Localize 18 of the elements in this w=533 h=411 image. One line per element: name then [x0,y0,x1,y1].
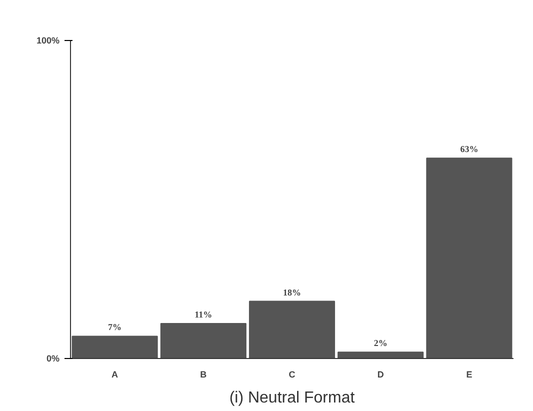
data-label: 2% [374,338,388,348]
x-tick-label: B [200,370,208,380]
y-tick-label: 100% [36,36,60,46]
x-tick-label: E [466,370,472,380]
data-label: 11% [194,310,212,320]
bar [426,158,512,358]
data-label: 7% [108,322,122,332]
x-tick-label: C [288,370,296,380]
x-tick-label: A [112,370,119,380]
y-tick-label: 0% [46,354,60,364]
data-label: 63% [460,144,478,154]
bar [338,352,424,358]
bar [72,336,158,358]
bar [160,323,246,358]
x-tick-label: D [377,370,384,380]
text: (i) Neutral Format [229,390,356,406]
bar [248,300,336,358]
data-label: 18% [283,287,301,298]
